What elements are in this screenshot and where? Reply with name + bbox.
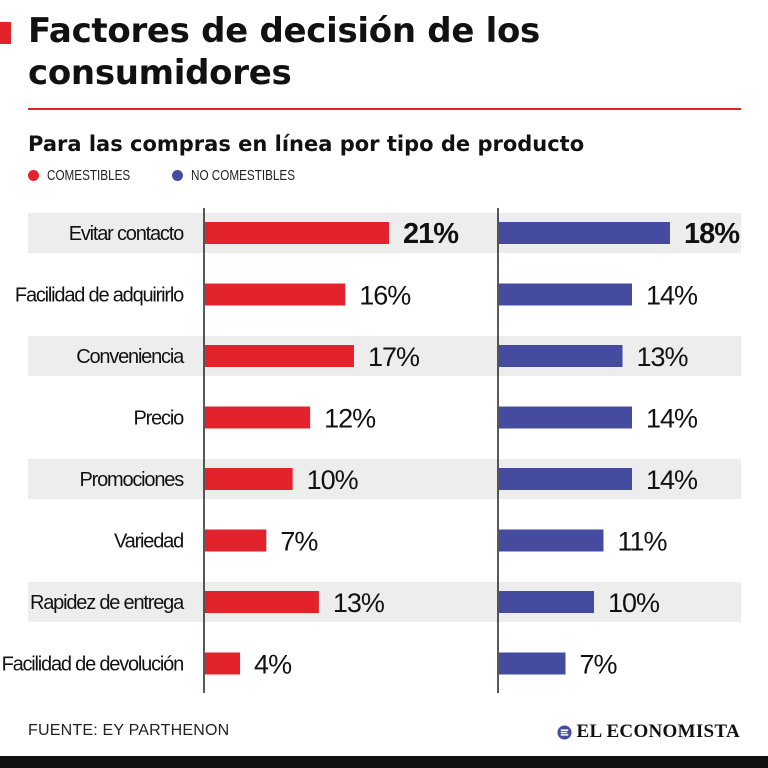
- legend-label-no-comestibles: NO COMESTIBLES: [190, 166, 295, 184]
- data-label-no-comestibles: 14%: [646, 281, 698, 311]
- title-accent-mark: [0, 22, 11, 44]
- category-label: Conveniencia: [76, 346, 185, 368]
- data-label-comestibles: 12%: [324, 404, 376, 434]
- data-label-no-comestibles: 13%: [637, 342, 689, 372]
- brand-logo: EL ECONOMISTA: [556, 721, 741, 743]
- data-label-no-comestibles: 18%: [684, 218, 740, 250]
- bar-no-comestibles: [499, 652, 566, 675]
- data-label-no-comestibles: 10%: [608, 588, 660, 618]
- legend-item-comestibles: COMESTIBLES: [28, 167, 154, 184]
- data-label-no-comestibles: 14%: [646, 404, 698, 434]
- source-note: FUENTE: EY PARTHENON: [28, 722, 230, 739]
- bar-no-comestibles: [499, 222, 670, 244]
- bar-no-comestibles: [499, 406, 632, 429]
- category-label: Evitar contacto: [69, 223, 184, 245]
- bar-no-comestibles: [499, 345, 623, 367]
- category-label: Variedad: [114, 531, 183, 553]
- category-label: Precio: [134, 408, 185, 430]
- category-label: Facilidad de adquirirlo: [15, 285, 184, 307]
- bar-chart: Evitar contacto 21% 18% Facilidad de adquir…: [2, 208, 741, 693]
- data-label-comestibles: 16%: [359, 281, 411, 311]
- category-label: Promociones: [79, 469, 184, 491]
- bar-comestibles: [205, 652, 241, 675]
- bar-no-comestibles: [499, 529, 604, 552]
- bar-comestibles: [205, 406, 311, 429]
- row-stripe: [28, 582, 741, 622]
- bar-no-comestibles: [499, 591, 594, 613]
- brand-e-icon: [556, 724, 572, 740]
- data-label-no-comestibles: 11%: [618, 527, 668, 557]
- chart-subtitle: Para las compras en línea por tipo de pr…: [28, 132, 585, 156]
- legend-dot-no-comestibles: [171, 169, 183, 181]
- bar-comestibles: [205, 222, 389, 244]
- legend-item-no-comestibles: NO COMESTIBLES: [171, 166, 324, 184]
- bar-comestibles: [205, 345, 354, 367]
- data-label-comestibles: 21%: [403, 218, 459, 250]
- legend: COMESTIBLES NO COMESTIBLES: [28, 165, 342, 185]
- data-label-comestibles: 4%: [254, 650, 292, 680]
- bar-comestibles: [205, 283, 346, 306]
- category-label: Rapidez de entrega: [30, 592, 185, 614]
- data-label-no-comestibles: 7%: [580, 650, 618, 680]
- title-divider: [28, 108, 741, 110]
- chart-title: Factores de decisión de los consumidores: [28, 11, 540, 93]
- bottom-bar: [0, 756, 768, 768]
- legend-dot-comestibles: [28, 169, 39, 181]
- data-label-comestibles: 17%: [368, 342, 420, 372]
- bar-comestibles: [205, 529, 267, 552]
- data-label-comestibles: 7%: [280, 527, 318, 557]
- bar-comestibles: [205, 591, 319, 613]
- data-label-no-comestibles: 14%: [646, 465, 698, 495]
- legend-label-comestibles: COMESTIBLES: [47, 166, 131, 184]
- data-label-comestibles: 13%: [333, 588, 385, 618]
- category-label: Facilidad de devolución: [2, 654, 184, 676]
- data-label-comestibles: 10%: [307, 465, 359, 495]
- bar-no-comestibles: [499, 468, 632, 490]
- bar-no-comestibles: [499, 283, 632, 306]
- bar-comestibles: [205, 468, 293, 490]
- brand-name: EL ECONOMISTA: [576, 721, 740, 742]
